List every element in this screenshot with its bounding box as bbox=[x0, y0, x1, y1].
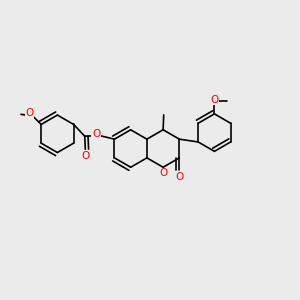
Text: O: O bbox=[159, 168, 167, 178]
Text: O: O bbox=[81, 151, 89, 161]
Text: O: O bbox=[210, 94, 218, 105]
Text: O: O bbox=[25, 108, 33, 118]
Text: O: O bbox=[92, 129, 100, 139]
Text: O: O bbox=[175, 172, 184, 182]
